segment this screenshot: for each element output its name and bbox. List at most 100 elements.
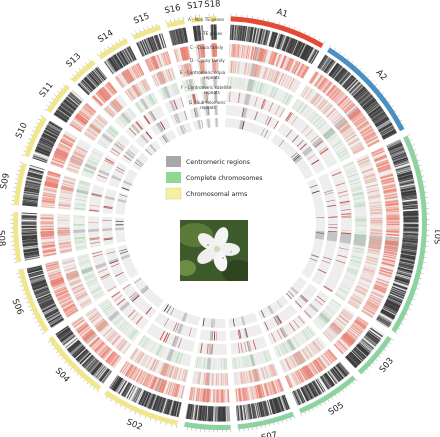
track-a-genes-mark <box>375 116 389 126</box>
track-b-te-mark <box>363 132 376 141</box>
scale-tick <box>59 87 63 90</box>
track-a-genes-mark <box>398 264 414 269</box>
track-b-te-mark <box>228 43 230 57</box>
track-a-genes-mark <box>397 267 413 272</box>
track-b-te-mark <box>384 195 398 199</box>
track-a-genes-mark <box>259 29 263 44</box>
scale-tick <box>165 422 167 426</box>
track-b-te-mark <box>241 44 244 58</box>
track-c-copia-mark <box>363 267 376 272</box>
track-d-gypsy-mark <box>311 114 320 124</box>
track-a-genes-mark <box>392 155 407 162</box>
track-a-genes-mark <box>402 242 418 245</box>
track-c-copia-mark <box>370 217 383 219</box>
track-a-genes-mark <box>286 37 294 53</box>
track-b-te-mark <box>324 82 333 94</box>
track-a-genes-mark <box>379 125 394 134</box>
track-c-copia-mark <box>363 266 376 271</box>
track-b-te-mark <box>292 61 299 74</box>
scale-tick <box>383 349 387 351</box>
track-g-subtel-mark <box>261 128 265 136</box>
track-d-gypsy-mark <box>300 104 308 114</box>
chromosome-s01 <box>301 134 430 335</box>
track-f-satellite-mark <box>299 143 307 150</box>
scale-tick <box>391 338 394 341</box>
track-a-genes-mark <box>391 151 406 158</box>
scale-tick <box>55 351 58 354</box>
scale-tick <box>115 41 117 44</box>
scale-tick <box>107 46 110 49</box>
track-b-te-mark <box>366 300 380 308</box>
track-c-copia-mark <box>328 110 339 120</box>
track-b-te-mark <box>373 287 386 294</box>
track-f-satellite-mark <box>285 129 292 138</box>
track-a-genes-mark <box>391 287 406 295</box>
scale-tick <box>38 118 41 121</box>
track-a-genes-mark <box>361 95 374 107</box>
track-c-copia-mark <box>366 256 379 260</box>
track-b-te-mark <box>384 249 398 252</box>
track-c-copia-mark <box>343 130 354 138</box>
scale-tick <box>31 130 35 132</box>
track-c-copia-mark <box>360 275 373 281</box>
track-b-te-mark <box>371 291 384 299</box>
track-c-copia-mark <box>369 239 382 242</box>
scale-tick <box>338 51 341 54</box>
track-b-te-mark <box>355 119 367 128</box>
scale-tick <box>421 175 425 177</box>
scale-tick <box>338 392 341 395</box>
track-d-gypsy-mark <box>252 80 256 92</box>
track-a-genes-mark <box>403 210 419 214</box>
track-b-te-mark <box>271 52 277 65</box>
track-c-copia-mark <box>350 297 362 305</box>
scale-tick <box>118 39 121 42</box>
track-c-copia-mark <box>283 75 290 88</box>
track-c-copia-mark <box>346 134 357 142</box>
track-b-te-mark <box>375 280 389 287</box>
track-c-copia-mark <box>340 126 351 134</box>
track-c-copia-mark <box>361 168 374 174</box>
track-d-gypsy-bg <box>334 160 367 301</box>
track-a-genes-mark <box>218 406 221 422</box>
track-c-copia-mark <box>351 295 363 303</box>
scale-tick <box>331 397 334 400</box>
track-c-copia-mark <box>370 226 383 228</box>
track-d-gypsy-mark <box>331 140 342 147</box>
track-b-te-mark <box>374 155 387 162</box>
scale-tick <box>400 323 404 325</box>
track-b-te-mark <box>378 166 391 172</box>
track-b-te-mark <box>386 223 400 225</box>
track-a-genes-mark <box>236 25 239 41</box>
track-a-genes-mark <box>329 63 340 77</box>
track-a-genes-mark <box>305 47 314 62</box>
track-c-copia-mark <box>370 218 383 220</box>
track-b-te-mark <box>352 113 363 123</box>
track-b-te-mark <box>364 134 377 142</box>
track-b-te-mark <box>251 46 255 60</box>
track-b-te-mark <box>374 155 387 162</box>
track-a-genes-mark <box>382 131 397 140</box>
track-b-te-mark <box>386 229 400 232</box>
track-b-te-mark <box>365 303 378 311</box>
track-b-te-mark <box>315 75 324 88</box>
scale-tick <box>285 419 287 422</box>
track-c-copia-mark <box>351 143 363 151</box>
track-c-copia-mark <box>362 269 375 275</box>
chromosome-band <box>230 16 324 49</box>
track-d-gypsy-mark <box>355 220 367 222</box>
track-a-genes-mark <box>348 81 360 93</box>
scale-tick <box>363 72 366 75</box>
track-b-te-mark <box>319 78 328 90</box>
track-b-te-mark <box>379 269 393 275</box>
track-b-te-mark <box>235 44 239 58</box>
track-b-te-mark <box>282 56 288 69</box>
track-a-genes-mark <box>375 118 390 128</box>
track-d-gypsy-mark <box>310 113 319 123</box>
track-b-te-mark <box>384 196 398 200</box>
track-a-genes-mark <box>337 70 348 83</box>
track-b-te-mark <box>259 48 264 62</box>
track-a-genes-mark <box>307 48 316 63</box>
track-a-genes-mark <box>343 76 355 88</box>
track-a-genes-mark <box>288 38 295 54</box>
track-d-gypsy-mark <box>260 83 266 95</box>
